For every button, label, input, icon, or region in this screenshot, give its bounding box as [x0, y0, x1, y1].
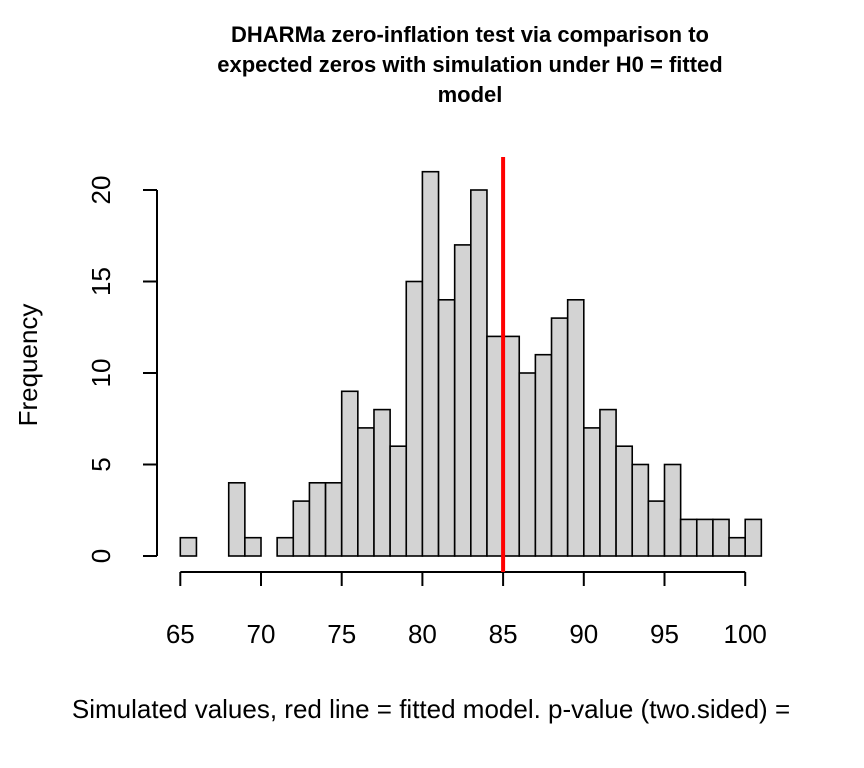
histogram-bars	[179, 170, 763, 557]
histogram-bar	[631, 463, 650, 557]
x-tick-label: 100	[724, 619, 767, 649]
x-tick-label: 85	[489, 619, 518, 649]
histogram-bar	[712, 518, 730, 557]
histogram-bar	[324, 481, 343, 557]
y-axis: 0 5 10 15 20	[86, 176, 158, 563]
histogram-bar	[470, 189, 488, 557]
y-tick-label: 10	[86, 359, 116, 388]
histogram-bar	[502, 335, 521, 557]
y-axis-label: Frequency	[13, 304, 43, 427]
histogram-bar	[244, 536, 262, 557]
histogram-bar	[599, 408, 617, 557]
x-axis-label: Simulated values, red line = fitted mode…	[72, 694, 790, 724]
histogram-bar	[566, 298, 585, 557]
title-line-2: expected zeros with simulation under H0 …	[217, 52, 722, 77]
histogram-bar	[744, 518, 763, 557]
histogram-bar	[486, 335, 504, 557]
histogram-bar	[518, 372, 537, 557]
histogram-bar	[728, 536, 746, 557]
histogram-bar	[276, 536, 295, 557]
x-tick-label: 65	[166, 619, 195, 649]
x-tick-label: 75	[327, 619, 356, 649]
y-tick-label: 15	[86, 267, 116, 296]
histogram-bar	[308, 481, 327, 557]
histogram-bar	[405, 280, 424, 557]
x-tick-label: 90	[569, 619, 598, 649]
histogram-bar	[582, 427, 601, 557]
x-tick-label: 70	[247, 619, 276, 649]
chart-title: DHARMa zero-inflation test via compariso…	[217, 22, 722, 107]
histogram-bar	[357, 427, 375, 557]
histogram-bar	[695, 518, 714, 557]
histogram-bar	[534, 353, 553, 557]
title-line-3: model	[438, 82, 503, 107]
histogram-bar	[373, 408, 391, 557]
histogram-bar	[550, 317, 569, 557]
y-tick-label: 0	[86, 549, 116, 563]
y-tick-label: 20	[86, 176, 116, 205]
histogram-bar	[389, 445, 408, 557]
histogram-bar	[227, 481, 246, 557]
histogram-bar	[179, 536, 198, 557]
histogram-bar	[340, 390, 359, 557]
histogram-bar	[663, 463, 682, 557]
y-tick-label: 5	[86, 457, 116, 471]
histogram-bar	[292, 500, 311, 557]
histogram-bar	[647, 500, 666, 557]
x-tick-label: 95	[650, 619, 679, 649]
histogram-bar	[453, 244, 472, 557]
title-line-1: DHARMa zero-inflation test via compariso…	[231, 22, 709, 47]
x-tick-label: 80	[408, 619, 437, 649]
histogram-bar	[437, 298, 456, 557]
histogram-bar	[679, 518, 698, 557]
histogram-bar	[615, 445, 634, 557]
x-axis: 65 70 75 80 85 90 95 100	[166, 571, 767, 649]
histogram-bar	[421, 170, 440, 557]
